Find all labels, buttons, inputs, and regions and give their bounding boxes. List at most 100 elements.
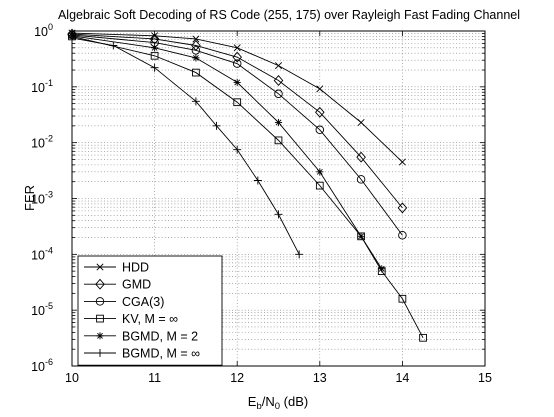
data-point	[233, 145, 242, 154]
legend-label: GMD	[122, 278, 151, 292]
data-point	[191, 46, 201, 55]
y-axis-label: FER	[22, 185, 37, 211]
data-point	[398, 158, 406, 166]
y-tick-label: 10-2	[31, 134, 53, 151]
data-point	[419, 333, 427, 342]
legend-entry: KV, M = ∞	[84, 312, 178, 326]
data-point	[233, 44, 241, 52]
legend-marker	[96, 332, 104, 340]
series-line	[71, 33, 403, 209]
data-point	[378, 265, 386, 273]
legend-label: BGMD, M = ∞	[122, 347, 200, 361]
data-point	[315, 181, 324, 190]
legend-entry: GMD	[84, 278, 151, 292]
series-layer	[67, 28, 427, 342]
chart-title: Algebraic Soft Decoding of RS Code (255,…	[58, 8, 520, 22]
data-point	[274, 89, 283, 99]
y-tick-label: 10-4	[31, 245, 53, 262]
y-tick-exponent: -6	[45, 357, 53, 367]
y-tick-label: 10-5	[31, 301, 53, 318]
legend-label: HDD	[122, 261, 149, 275]
legend-marker	[96, 349, 104, 357]
data-point	[232, 51, 242, 63]
y-tick-exponent: -5	[45, 301, 53, 311]
y-tick-exponent: -1	[45, 78, 53, 88]
y-tick-base: 10	[34, 25, 48, 39]
y-tick-base: 10	[31, 360, 45, 374]
legend-marker	[95, 297, 105, 306]
legend-marker	[96, 314, 104, 323]
legend-entry: HDD	[84, 261, 149, 275]
y-tick-label: 10-1	[31, 78, 53, 95]
x-label-slash-n: /N	[262, 394, 275, 409]
data-point	[149, 33, 160, 45]
data-point	[398, 230, 407, 240]
x-tick-label: 13	[313, 371, 327, 385]
legend-entry: BGMD, M = 2	[84, 329, 198, 343]
legend-marker	[95, 278, 105, 290]
x-tick-label: 15	[478, 371, 492, 385]
x-tick-label: 10	[65, 371, 79, 385]
data-point	[274, 136, 283, 145]
series-0	[68, 29, 406, 166]
data-point	[274, 62, 283, 70]
data-point	[151, 44, 159, 52]
y-tick-base: 10	[31, 304, 45, 318]
series-line	[71, 35, 383, 270]
data-point	[397, 202, 408, 214]
data-point	[357, 118, 365, 126]
data-point	[273, 74, 284, 86]
data-point	[192, 35, 200, 43]
data-point	[192, 68, 200, 77]
legend-label: BGMD, M = 2	[122, 329, 198, 343]
data-point	[109, 41, 118, 50]
x-label-sub-0: 0	[275, 401, 280, 412]
series-line	[71, 34, 403, 236]
data-point	[315, 106, 325, 118]
data-point	[315, 125, 325, 135]
data-point	[295, 250, 304, 259]
x-label-e: E	[248, 394, 257, 409]
data-point	[316, 85, 324, 93]
y-tick-base: 10	[31, 193, 45, 207]
y-tick-base: 10	[31, 248, 45, 262]
legend-entry: CGA(3)	[84, 295, 164, 309]
y-tick-exponent: 0	[48, 22, 53, 32]
series-line	[71, 32, 403, 163]
data-point	[356, 151, 366, 163]
legend-label: CGA(3)	[122, 295, 164, 309]
data-point	[357, 232, 365, 240]
x-label-unit: (dB)	[280, 394, 308, 409]
data-point	[253, 176, 262, 185]
x-tick-label: 12	[230, 371, 244, 385]
data-point	[233, 78, 241, 87]
y-tick-exponent: -4	[45, 245, 53, 255]
y-tick-exponent: -3	[45, 190, 53, 200]
y-tick-label: 10-3	[31, 190, 53, 207]
legend-entry: BGMD, M = ∞	[84, 347, 200, 361]
data-point	[150, 51, 159, 60]
series-line	[71, 35, 424, 339]
data-point	[233, 98, 242, 107]
data-point	[316, 168, 324, 176]
data-point	[232, 59, 242, 68]
y-tick-label: 10-6	[31, 357, 53, 374]
data-point	[150, 63, 159, 72]
legend-label: KV, M = ∞	[122, 312, 178, 326]
y-tick-exponent: -2	[45, 134, 53, 144]
legend-marker	[96, 263, 104, 271]
legend: HDD GMD CGA(3) KV, M = ∞ BGMD, M = 2 BGMD, M …	[77, 255, 223, 366]
data-point	[192, 54, 200, 62]
data-point	[274, 118, 283, 127]
y-tick-base: 10	[31, 137, 45, 151]
x-label-sub-b: b	[256, 401, 261, 412]
data-point	[191, 97, 200, 106]
series-2	[67, 30, 407, 240]
y-tick-label: 100	[34, 22, 53, 39]
y-tick-base: 10	[31, 81, 45, 95]
x-axis-label: Eb/N0 (dB)	[248, 394, 308, 412]
x-tick-label: 11	[148, 371, 161, 385]
data-point	[398, 294, 407, 303]
